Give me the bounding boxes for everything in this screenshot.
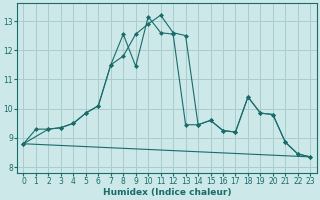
X-axis label: Humidex (Indice chaleur): Humidex (Indice chaleur) — [103, 188, 231, 197]
